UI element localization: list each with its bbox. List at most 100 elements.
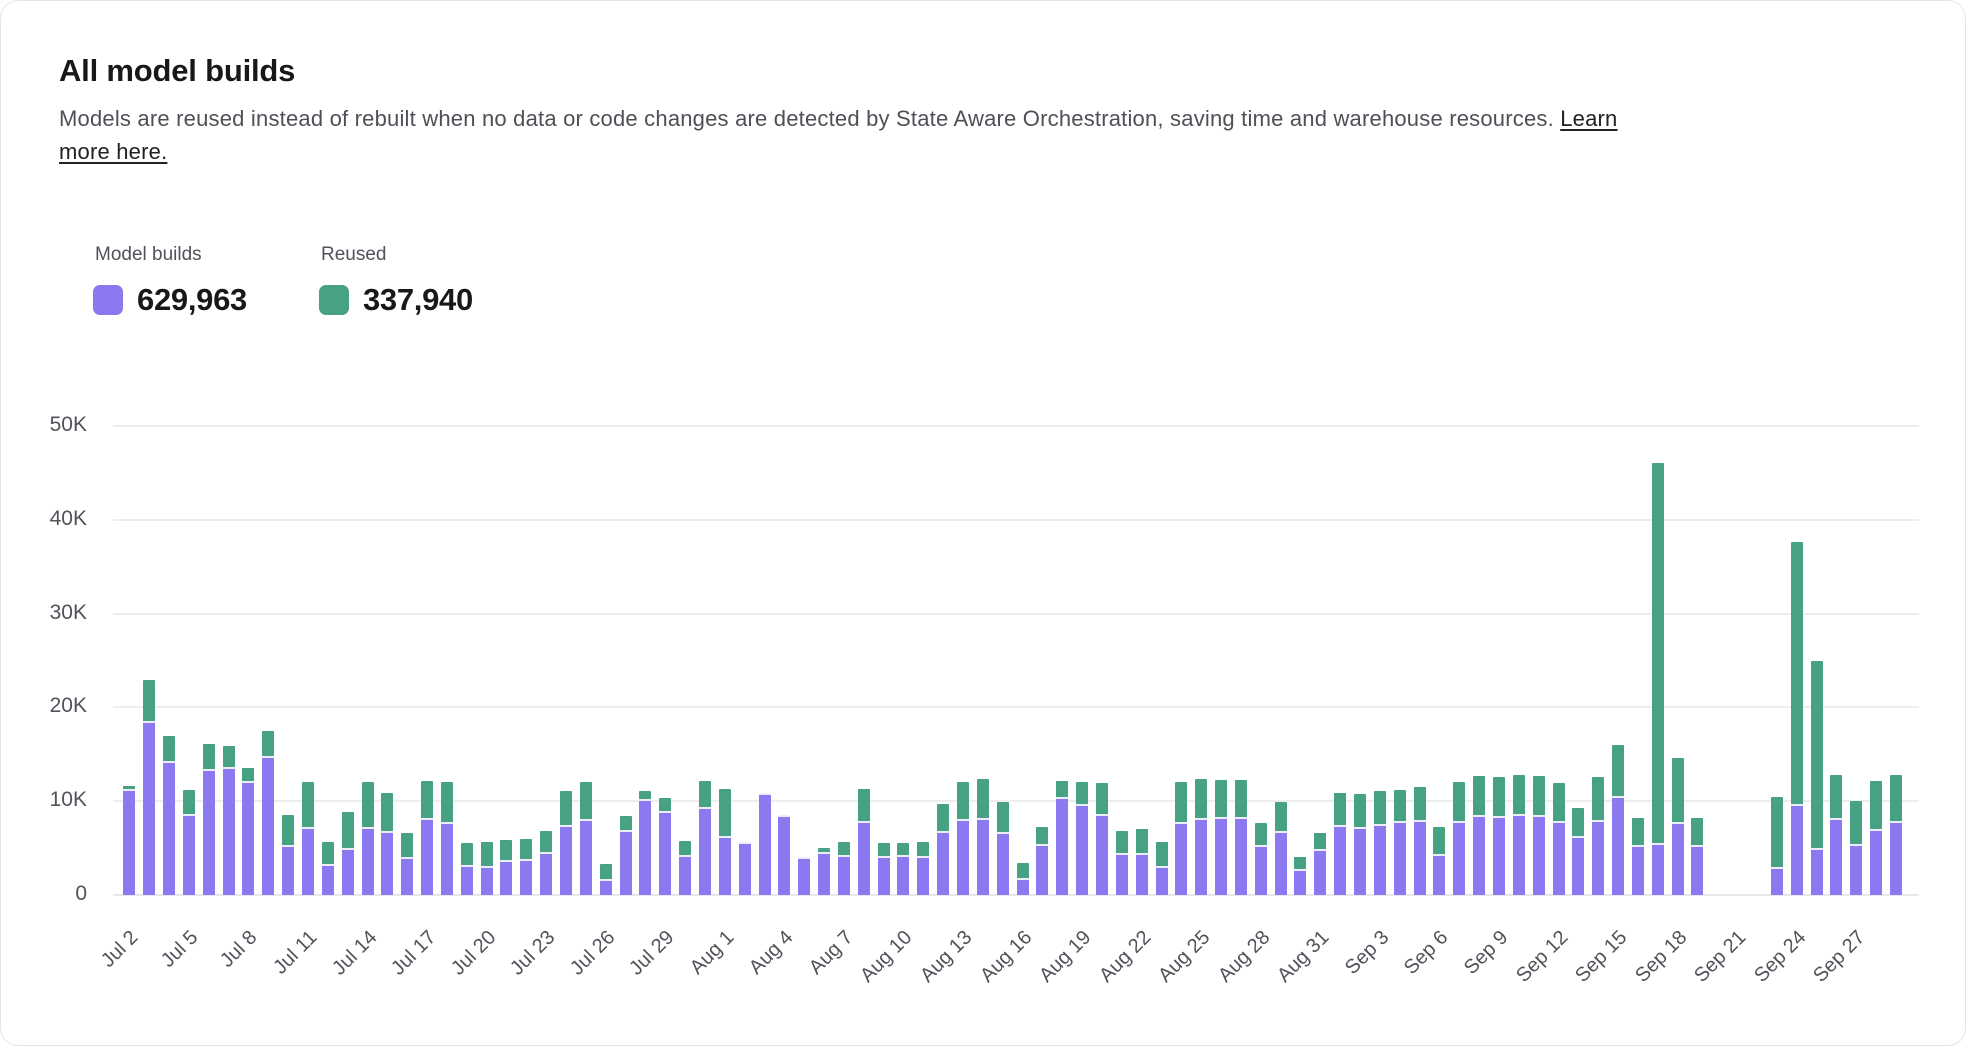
bar-reused[interactable]: [540, 831, 553, 852]
bar-model-builds[interactable]: [1373, 823, 1386, 895]
bar-model-builds[interactable]: [1612, 795, 1625, 895]
bar-reused[interactable]: [1095, 783, 1108, 815]
bar-model-builds[interactable]: [639, 799, 652, 895]
bar-reused[interactable]: [1830, 774, 1843, 819]
bar-reused[interactable]: [937, 804, 950, 832]
bar-model-builds[interactable]: [1354, 826, 1366, 895]
bar-model-builds[interactable]: [1095, 814, 1108, 895]
bar-reused[interactable]: [1671, 758, 1684, 822]
bar-model-builds[interactable]: [1592, 819, 1605, 895]
learn-more-link[interactable]: Learn more here.: [59, 106, 1618, 164]
bar-reused[interactable]: [857, 789, 870, 821]
bar-model-builds[interactable]: [1155, 865, 1168, 895]
bar-reused[interactable]: [897, 843, 910, 855]
bar-model-builds[interactable]: [1056, 796, 1069, 895]
bar-reused[interactable]: [1850, 801, 1863, 845]
bar-reused[interactable]: [1572, 807, 1585, 836]
bar-model-builds[interactable]: [262, 756, 275, 895]
bar-reused[interactable]: [1274, 802, 1287, 832]
bar-model-builds[interactable]: [937, 831, 950, 895]
bar-model-builds[interactable]: [1671, 821, 1684, 895]
bar-model-builds[interactable]: [976, 818, 989, 895]
bar-reused[interactable]: [1076, 782, 1089, 804]
bar-model-builds[interactable]: [857, 820, 870, 895]
bar-reused[interactable]: [698, 780, 711, 807]
bar-model-builds[interactable]: [1770, 866, 1783, 895]
bar-model-builds[interactable]: [1294, 868, 1307, 895]
bar-model-builds[interactable]: [877, 855, 890, 895]
bar-reused[interactable]: [1195, 778, 1208, 819]
bar-reused[interactable]: [659, 798, 672, 811]
bar-reused[interactable]: [1215, 779, 1228, 818]
bar-reused[interactable]: [818, 848, 831, 852]
bar-model-builds[interactable]: [1850, 844, 1863, 895]
bar-model-builds[interactable]: [619, 830, 632, 895]
bar-reused[interactable]: [1393, 789, 1406, 821]
bar-reused[interactable]: [1254, 822, 1267, 846]
bar-model-builds[interactable]: [1036, 844, 1049, 895]
bar-model-builds[interactable]: [182, 814, 195, 895]
bar-model-builds[interactable]: [599, 879, 612, 895]
bar-model-builds[interactable]: [1830, 818, 1843, 895]
bar-reused[interactable]: [222, 745, 235, 768]
bar-reused[interactable]: [182, 789, 195, 815]
bar-reused[interactable]: [1433, 827, 1446, 854]
bar-reused[interactable]: [1512, 774, 1525, 815]
bar-model-builds[interactable]: [738, 842, 751, 895]
bar-reused[interactable]: [460, 843, 473, 865]
bar-reused[interactable]: [341, 812, 354, 849]
bar-model-builds[interactable]: [341, 848, 354, 895]
bar-reused[interactable]: [877, 843, 890, 856]
bar-model-builds[interactable]: [1870, 829, 1883, 895]
bar-model-builds[interactable]: [758, 792, 771, 895]
bar-reused[interactable]: [381, 792, 394, 832]
bar-model-builds[interactable]: [778, 815, 791, 895]
bar-reused[interactable]: [917, 841, 930, 856]
bar-model-builds[interactable]: [480, 865, 493, 895]
bar-reused[interactable]: [1889, 774, 1902, 821]
bar-reused[interactable]: [1612, 744, 1625, 796]
bar-model-builds[interactable]: [1195, 818, 1208, 895]
bar-reused[interactable]: [599, 864, 612, 880]
bar-model-builds[interactable]: [1691, 845, 1704, 895]
bar-reused[interactable]: [202, 743, 215, 770]
bar-model-builds[interactable]: [1274, 831, 1287, 895]
bar-reused[interactable]: [163, 736, 175, 761]
bar-reused[interactable]: [1175, 782, 1188, 822]
bar-model-builds[interactable]: [421, 818, 434, 895]
bar-reused[interactable]: [619, 816, 632, 831]
bar-model-builds[interactable]: [361, 826, 374, 895]
bar-reused[interactable]: [143, 680, 156, 721]
bar-reused[interactable]: [1294, 856, 1307, 869]
bar-reused[interactable]: [401, 833, 414, 857]
bar-reused[interactable]: [480, 842, 493, 866]
bar-model-builds[interactable]: [560, 824, 572, 895]
bar-reused[interactable]: [321, 842, 334, 865]
bar-reused[interactable]: [1016, 863, 1029, 879]
bar-reused[interactable]: [242, 768, 255, 781]
bar-model-builds[interactable]: [837, 854, 850, 895]
bar-reused[interactable]: [579, 781, 592, 820]
bar-reused[interactable]: [1354, 793, 1366, 827]
bar-reused[interactable]: [1651, 462, 1664, 844]
bar-model-builds[interactable]: [957, 819, 969, 895]
bar-reused[interactable]: [1334, 792, 1347, 825]
bar-reused[interactable]: [1691, 818, 1704, 846]
bar-model-builds[interactable]: [1314, 849, 1327, 895]
bar-model-builds[interactable]: [143, 720, 156, 895]
bar-reused[interactable]: [996, 802, 1009, 833]
bar-model-builds[interactable]: [1215, 817, 1228, 895]
bar-reused[interactable]: [282, 815, 295, 846]
bar-model-builds[interactable]: [1433, 853, 1446, 895]
bar-model-builds[interactable]: [679, 854, 692, 895]
bar-model-builds[interactable]: [520, 859, 533, 895]
bar-reused[interactable]: [1552, 783, 1565, 821]
bar-model-builds[interactable]: [1135, 852, 1148, 895]
bar-reused[interactable]: [500, 839, 513, 861]
bar-reused[interactable]: [679, 840, 692, 855]
bar-model-builds[interactable]: [1254, 845, 1267, 895]
bar-model-builds[interactable]: [163, 760, 175, 895]
bar-reused[interactable]: [421, 780, 434, 819]
bar-model-builds[interactable]: [1453, 820, 1466, 895]
bar-reused[interactable]: [1532, 775, 1545, 816]
